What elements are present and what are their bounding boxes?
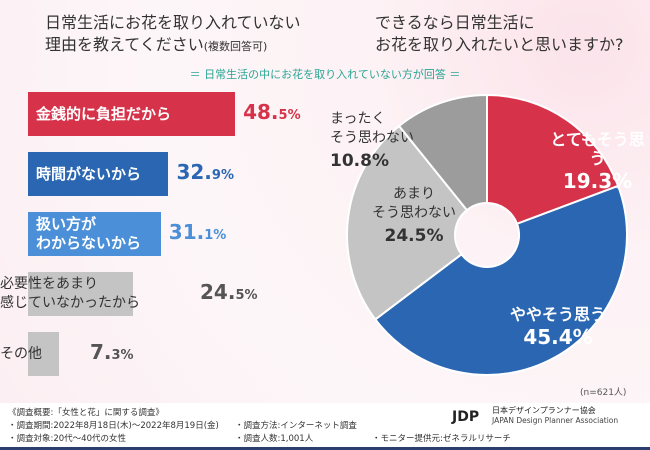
bar-label: 時間がないから	[36, 164, 142, 183]
bar-label: 必要性をあまり 感じていなかったから	[0, 276, 140, 311]
survey-target: ・調査対象:20代～40代の女性	[8, 434, 126, 444]
bar-value-label: 31.1%	[168, 220, 227, 244]
logo-ja: 日本デザインプランナー協会	[492, 406, 596, 415]
title-line: お花を取り入れたいと思いますか?	[375, 35, 624, 54]
sample-size: (n=621人)	[580, 388, 627, 398]
pie-slice	[373, 184, 628, 376]
title-line: できるなら日常生活に	[375, 13, 535, 32]
title-line: 日常生活にお花を取り入れていない	[45, 13, 301, 32]
jdp-logo: JDP	[452, 409, 480, 425]
pie-slice	[486, 93, 620, 226]
footer: 《調査概要:「女性と花」に関する調査》 ・調査期間:2022年8月18日(木)～…	[0, 403, 650, 450]
bar	[28, 212, 161, 256]
pie-label: あまり そう思わない 24.5%	[372, 186, 456, 246]
jdp-logo-text: 日本デザインプランナー協会 JAPAN Design Planner Associ…	[492, 406, 618, 426]
bar	[28, 92, 236, 136]
logo-en: JAPAN Design Planner Association	[492, 416, 619, 425]
bar-label: 金銭的に負担だから	[36, 104, 172, 123]
subtitle: ＝ 日常生活の中にお花を取り入れていない方が回答 ＝	[189, 68, 461, 81]
survey-method: ・調査方法:インターネット調査	[235, 421, 357, 431]
survey-period: ・調査期間:2022年8月18日(木)～2022年8月19日(金)	[8, 421, 219, 431]
left-chart-title: 日常生活にお花を取り入れていない 理由を教えてください(複数回答可)	[45, 12, 301, 58]
title-note: (複数回答可)	[203, 40, 268, 53]
right-chart-title: できるなら日常生活に お花を取り入れたいと思いますか?	[375, 12, 624, 56]
bar-value-label: 7.3%	[90, 340, 134, 364]
pie-label: とてもそう思う 19.3%	[550, 130, 645, 193]
bar-label: 扱い方が わからないから	[36, 215, 142, 252]
title-line: 理由を教えてください	[45, 35, 204, 54]
bar	[28, 272, 133, 316]
survey-count: ・調査人数:1,001人	[235, 434, 314, 444]
pie-slice	[397, 93, 488, 212]
bar-value-label: 24.5%	[200, 280, 258, 304]
survey-summary: 《調査概要:「女性と花」に関する調査》	[8, 408, 164, 418]
survey-provider: ・モニター提供元:ゼネラルリサーチ	[372, 434, 511, 444]
bar	[28, 152, 169, 196]
pie-label: ややそう思う 45.4%	[510, 305, 607, 349]
bar-label: その他	[0, 345, 42, 362]
bar-value-label: 48.5%	[243, 100, 301, 124]
bar	[28, 332, 60, 376]
bar-value-label: 32.9%	[176, 160, 234, 184]
pie-label: まったく そう思わない 10.8%	[330, 111, 414, 171]
